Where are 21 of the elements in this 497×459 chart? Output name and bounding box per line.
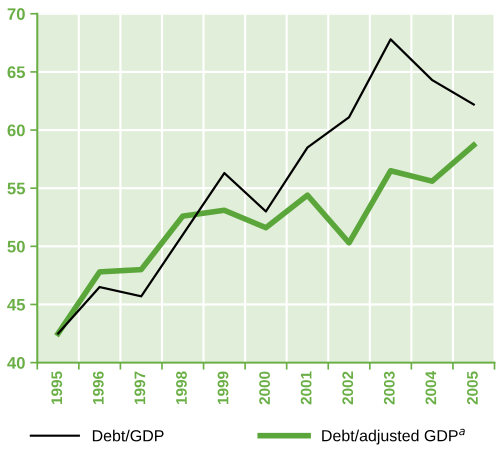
x-tick-label: 2000 bbox=[259, 372, 270, 404]
y-tick-label: 70 bbox=[8, 8, 25, 20]
x-tick-label: 1998 bbox=[176, 371, 187, 404]
x-tick-label: 2002 bbox=[342, 372, 354, 404]
y-tick-label: 55 bbox=[7, 182, 26, 194]
line-series bbox=[56, 38, 475, 335]
y-tick-label: 45 bbox=[7, 299, 26, 311]
x-tick-label: 2001 bbox=[300, 371, 312, 404]
x-tick-label: 1995 bbox=[51, 371, 62, 404]
y-tick-label: 50 bbox=[7, 240, 25, 253]
x-tick-label: 2004 bbox=[425, 371, 436, 404]
legend-label: Debt/adjusted GDP$^{a}$ bbox=[322, 428, 465, 444]
y-tick-label: 40 bbox=[7, 357, 25, 369]
x-tick-label: 1999 bbox=[218, 372, 228, 404]
x-tick-label: 2003 bbox=[384, 371, 395, 404]
x-tick-label: 1996 bbox=[92, 371, 104, 404]
legend-label: Debt/GDP bbox=[92, 430, 164, 442]
y-tick-label: 60 bbox=[8, 124, 25, 136]
x-tick-label: 2005 bbox=[467, 371, 478, 404]
x-tick-label: 1997 bbox=[134, 372, 146, 404]
y-tick-label: 65 bbox=[8, 66, 26, 78]
